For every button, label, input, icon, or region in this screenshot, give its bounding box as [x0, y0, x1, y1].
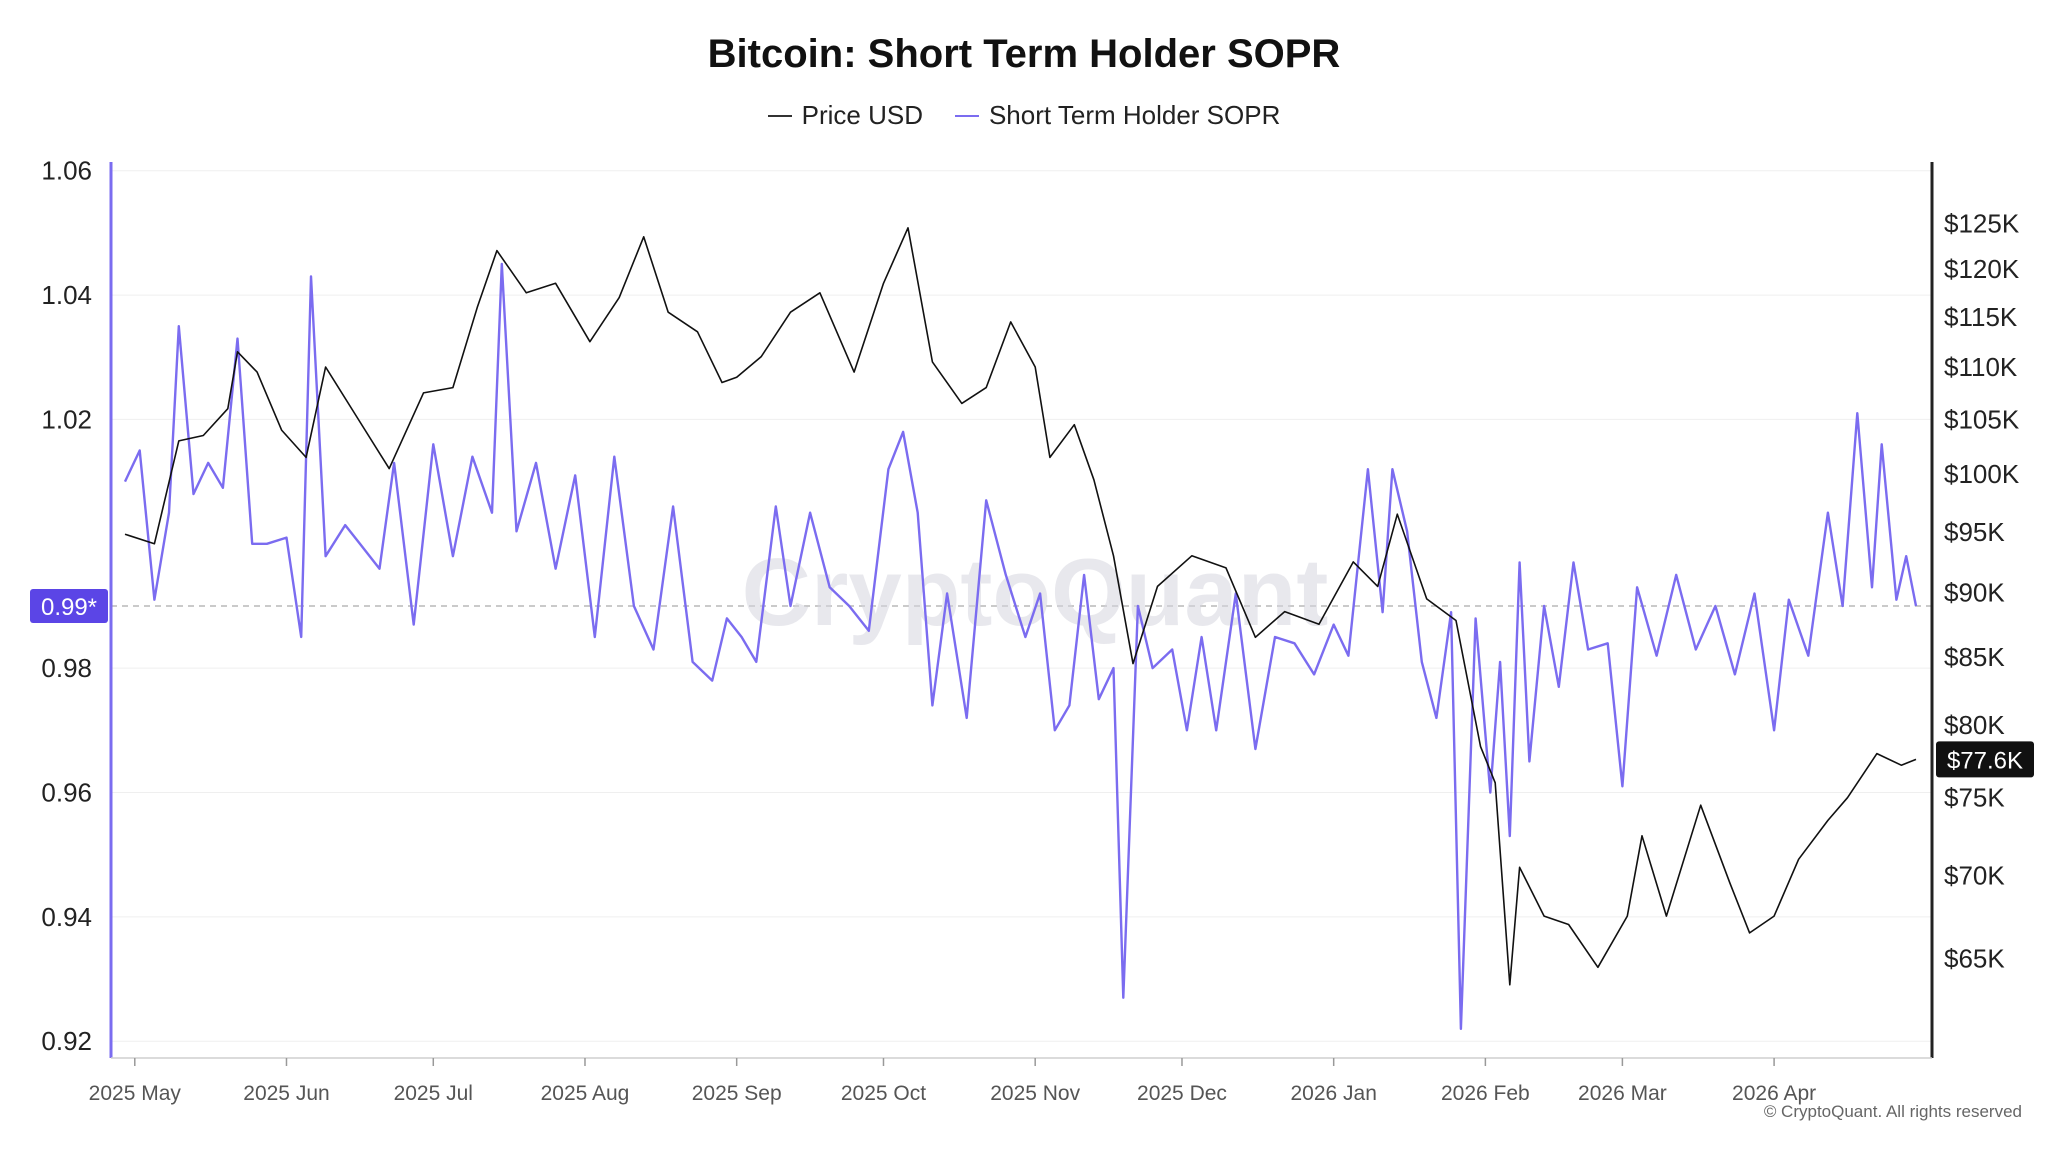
- right-tick-label: $100K: [1944, 459, 2020, 489]
- right-tick-label: $115K: [1944, 302, 2018, 332]
- left-tick-label: 0.98: [41, 653, 92, 683]
- left-axis-ticks: 0.92 0.94 0.96 0.98 1.02 1.04 1.06: [41, 156, 92, 1057]
- legend-item-price[interactable]: Price USD: [767, 100, 923, 131]
- x-tick-label: 2025 Nov: [990, 1082, 1080, 1105]
- legend: Price USD Short Term Holder SOPR: [0, 100, 2048, 131]
- grid-layer: [111, 170, 1932, 1042]
- reference-badge: 0.99*: [30, 588, 108, 623]
- legend-swatch-sopr: [954, 114, 979, 117]
- x-tick-label: 2025 Jun: [243, 1082, 329, 1105]
- legend-label-sopr: Short Term Holder SOPR: [988, 100, 1281, 130]
- reference-badge-bg: [30, 588, 108, 623]
- right-tick-label: $75K: [1944, 783, 2005, 813]
- legend-swatch-price: [767, 114, 792, 117]
- x-tick-label: 2025 Oct: [841, 1082, 926, 1105]
- left-tick-label: 1.06: [41, 156, 92, 186]
- chart-title: Bitcoin: Short Term Holder SOPR: [707, 32, 1341, 76]
- right-tick-label: $65K: [1944, 944, 2005, 974]
- x-tick-label: 2026 Jan: [1290, 1082, 1376, 1105]
- last-value-label: $77.6K: [1947, 747, 2023, 774]
- left-tick-label: 1.04: [41, 280, 92, 310]
- right-tick-label: $70K: [1944, 860, 2005, 890]
- right-tick-label: $90K: [1944, 578, 2005, 608]
- right-tick-label: $105K: [1944, 404, 2020, 434]
- x-tick-label: 2025 Aug: [541, 1082, 630, 1105]
- x-axis-ticks: 2025 May 2025 Jun 2025 Jul 2025 Aug 2025 Sep…: [89, 1058, 1816, 1105]
- x-tick-label: 2025 Dec: [1137, 1082, 1227, 1105]
- left-tick-label: 1.02: [41, 404, 92, 434]
- left-tick-label: 0.96: [41, 777, 92, 807]
- left-tick-label: 0.94: [41, 902, 92, 932]
- right-tick-label: $110K: [1944, 352, 2018, 382]
- reference-badge-label: 0.99*: [41, 594, 97, 621]
- legend-item-sopr[interactable]: Short Term Holder SOPR: [954, 100, 1281, 131]
- price-series-line: [124, 227, 1917, 986]
- left-tick-label: 0.92: [41, 1026, 92, 1056]
- right-tick-label: $95K: [1944, 517, 2005, 547]
- series-layer: [123, 227, 1918, 1031]
- x-tick-label: 2026 Feb: [1441, 1082, 1530, 1105]
- last-value-badge: $77.6K: [1936, 741, 2034, 778]
- right-axis-ticks: $65K $70K $75K $80K $85K $90K $95K $100K $105K $1…: [1944, 208, 2020, 973]
- right-tick-label: $125K: [1944, 208, 2020, 238]
- right-tick-label: $85K: [1944, 642, 2005, 672]
- x-tick-label: 2026 Mar: [1578, 1082, 1667, 1105]
- legend-label-price: Price USD: [801, 100, 923, 130]
- x-tick-label: 2025 May: [89, 1082, 182, 1105]
- x-tick-label: 2025 Sep: [692, 1082, 782, 1105]
- copyright-notice: © CryptoQuant. All rights reserved: [1763, 1102, 2022, 1121]
- right-tick-label: $80K: [1944, 710, 2005, 740]
- sopr-series-line: [123, 262, 1918, 1031]
- x-tick-label: 2026 Apr: [1732, 1082, 1816, 1105]
- x-tick-label: 2025 Jul: [394, 1082, 473, 1105]
- right-tick-label: $120K: [1944, 254, 2020, 284]
- last-value-badge-bg: [1936, 741, 2034, 778]
